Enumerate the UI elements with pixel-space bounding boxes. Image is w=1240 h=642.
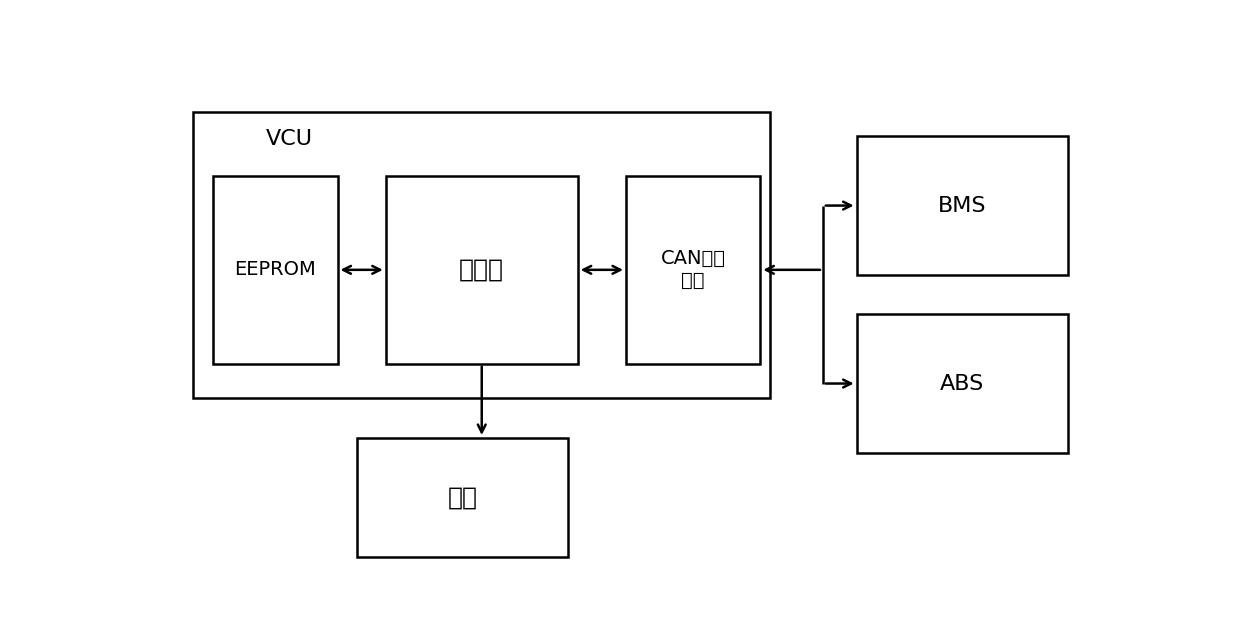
Bar	[857, 136, 1068, 275]
Text: BMS: BMS	[937, 196, 987, 216]
Bar	[857, 315, 1068, 453]
Text: EEPROM: EEPROM	[234, 261, 316, 279]
Text: ABS: ABS	[940, 374, 985, 394]
Bar	[213, 176, 337, 364]
Bar	[626, 176, 760, 364]
Text: 处理器: 处理器	[459, 258, 505, 282]
Bar	[193, 112, 770, 398]
Bar	[386, 176, 578, 364]
Text: VCU: VCU	[267, 129, 312, 149]
Text: 仪表: 仪表	[448, 485, 477, 509]
Bar	[357, 438, 568, 557]
Text: CAN收发
模块: CAN收发 模块	[661, 249, 725, 290]
